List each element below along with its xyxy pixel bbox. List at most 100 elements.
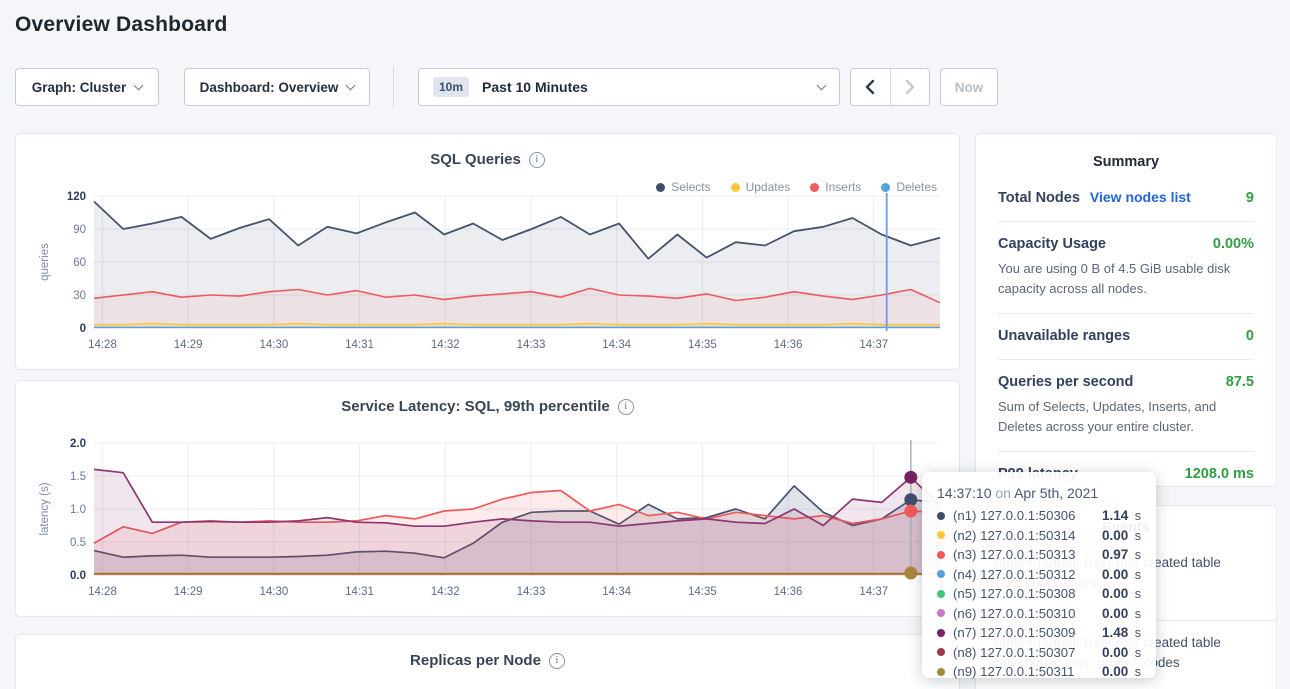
svg-text:14:33: 14:33 [517, 339, 546, 351]
sql-queries-card: SQL Queries i SelectsUpdatesInsertsDelet… [15, 133, 960, 370]
node-series-dot-icon [937, 629, 945, 637]
node-series-dot-icon [937, 668, 945, 676]
service-latency-card: Service Latency: SQL, 99th percentile i … [15, 380, 960, 617]
tooltip-node-value: 0.00 s [1102, 586, 1141, 601]
node-series-dot-icon [937, 609, 945, 617]
time-range-dropdown[interactable]: 10m Past 10 Minutes [418, 68, 840, 106]
node-series-dot-icon [937, 648, 945, 656]
summary-row-label: Total Nodes [998, 190, 1080, 206]
summary-row: Capacity Usage 0.00% You are using 0 B of … [998, 221, 1254, 313]
tooltip-time: 14:37:10 [937, 485, 992, 501]
tooltip-node-label: (n1) 127.0.0.1:50306 [953, 508, 1075, 523]
tooltip-node-unit: s [1131, 529, 1141, 543]
svg-text:14:36: 14:36 [774, 339, 803, 351]
tooltip-node-row: (n3) 127.0.0.1:503130.97 s [937, 545, 1141, 565]
svg-text:0.5: 0.5 [70, 537, 86, 549]
tooltip-timestamp: 14:37:10 on Apr 5th, 2021 [937, 485, 1141, 501]
node-series-dot-icon [937, 531, 945, 539]
tooltip-node-unit: s [1131, 665, 1141, 679]
tooltip-node-row: (n8) 127.0.0.1:503070.00 s [937, 643, 1141, 663]
svg-text:2.0: 2.0 [70, 438, 86, 450]
svg-text:0.0: 0.0 [70, 570, 86, 582]
chevron-right-icon [904, 79, 916, 95]
service-latency-chart[interactable]: 14:2814:2914:3014:3114:3214:3314:3414:35… [28, 437, 948, 607]
tooltip-node-value: 0.00 s [1102, 664, 1141, 679]
summary-row: Total Nodes View nodes list 9 [998, 175, 1254, 221]
tooltip-node-row: (n2) 127.0.0.1:50314 0.00 s [937, 526, 1141, 546]
tooltip-node-value: 1.48 s [1102, 625, 1141, 640]
summary-row-description: You are using 0 B of 4.5 GiB usable disk… [998, 259, 1254, 298]
tooltip-node-unit: s [1131, 509, 1141, 523]
summary-row-label: Queries per second [998, 374, 1133, 390]
sql-queries-title: SQL Queries [430, 151, 521, 168]
tooltip-node-label: (n8) 127.0.0.1:50307 [953, 645, 1075, 660]
node-series-dot-icon [937, 551, 945, 559]
tooltip-node-label: (n2) 127.0.0.1:50314 [953, 528, 1075, 543]
tooltip-node-value: 1.14 s [1102, 508, 1141, 523]
svg-text:14:36: 14:36 [774, 586, 803, 598]
tooltip-node-row: (n9) 127.0.0.1:50311 0.00 s [937, 662, 1141, 682]
info-icon[interactable]: i [618, 399, 634, 415]
summary-panel: Summary Total NodesView nodes list9Capac… [975, 133, 1277, 487]
summary-row-value: 1208.0 ms [1185, 466, 1254, 482]
time-step-forward-button[interactable] [890, 69, 930, 105]
chart-hover-tooltip: 14:37:10 on Apr 5th, 2021 (n1) 127.0.0.1… [922, 472, 1156, 678]
tooltip-node-value: 0.00 s [1102, 528, 1141, 543]
graph-scope-dropdown[interactable]: Graph: Cluster [15, 68, 159, 106]
tooltip-node-value: 0.00 s [1102, 606, 1141, 621]
svg-text:14:34: 14:34 [602, 586, 631, 598]
svg-text:14:29: 14:29 [174, 339, 203, 351]
time-step-back-button[interactable] [851, 69, 890, 105]
service-latency-title: Service Latency: SQL, 99th percentile [341, 398, 609, 415]
node-series-dot-icon [937, 590, 945, 598]
summary-row: Unavailable ranges0 [998, 313, 1254, 359]
tooltip-node-row: (n1) 127.0.0.1:50306 1.14 s [937, 506, 1141, 526]
tooltip-node-row: (n5) 127.0.0.1:503080.00 s [937, 584, 1141, 604]
svg-text:14:33: 14:33 [517, 586, 546, 598]
tooltip-node-unit: s [1131, 548, 1141, 562]
svg-text:1.5: 1.5 [70, 471, 86, 483]
tooltip-node-label: (n9) 127.0.0.1:50311 [953, 664, 1074, 679]
tooltip-node-unit: s [1131, 607, 1141, 621]
chevron-down-icon [817, 80, 827, 90]
sql-queries-chart[interactable]: 14:2814:2914:3014:3114:3214:3314:3414:35… [28, 190, 948, 360]
toolbar-divider [393, 66, 394, 108]
tooltip-node-label: (n7) 127.0.0.1:50309 [953, 625, 1075, 640]
summary-row-value: 9 [1246, 190, 1254, 206]
replicas-per-node-title: Replicas per Node [410, 652, 541, 669]
svg-text:0: 0 [80, 323, 86, 335]
svg-text:14:35: 14:35 [688, 586, 717, 598]
tooltip-node-row: (n7) 127.0.0.1:50309 1.48 s [937, 623, 1141, 643]
summary-row-label: Capacity Usage [998, 236, 1106, 252]
svg-text:14:30: 14:30 [259, 339, 288, 351]
view-nodes-list-link[interactable]: View nodes list [1090, 189, 1191, 205]
node-series-dot-icon [937, 512, 945, 520]
svg-text:120: 120 [67, 191, 86, 203]
tooltip-conjunction: on [995, 485, 1011, 501]
svg-text:latency (s): latency (s) [39, 482, 51, 535]
tooltip-node-unit: s [1131, 587, 1141, 601]
tooltip-date: Apr 5th, 2021 [1014, 485, 1098, 501]
graph-scope-dropdown-label: Graph: Cluster [32, 80, 127, 95]
svg-text:14:28: 14:28 [88, 339, 117, 351]
summary-row-value: 0 [1246, 328, 1254, 344]
svg-text:14:28: 14:28 [88, 586, 117, 598]
svg-text:14:35: 14:35 [688, 339, 717, 351]
now-button[interactable]: Now [940, 68, 998, 106]
info-icon[interactable]: i [529, 152, 545, 168]
svg-text:14:37: 14:37 [859, 586, 888, 598]
now-button-label: Now [955, 80, 984, 95]
info-icon[interactable]: i [549, 653, 565, 669]
svg-text:14:32: 14:32 [431, 339, 460, 351]
time-range-badge: 10m [433, 77, 469, 97]
page-title: Overview Dashboard [15, 13, 228, 37]
tooltip-node-label: (n4) 127.0.0.1:50312 [953, 567, 1075, 582]
summary-row-value: 0.00% [1213, 236, 1254, 252]
dashboard-dropdown[interactable]: Dashboard: Overview [184, 68, 370, 106]
svg-text:1.0: 1.0 [70, 504, 86, 516]
time-step-buttons [850, 68, 930, 106]
svg-text:14:37: 14:37 [859, 339, 888, 351]
svg-text:14:30: 14:30 [259, 586, 288, 598]
summary-row-value: 87.5 [1226, 374, 1254, 390]
chevron-down-icon [346, 80, 356, 90]
